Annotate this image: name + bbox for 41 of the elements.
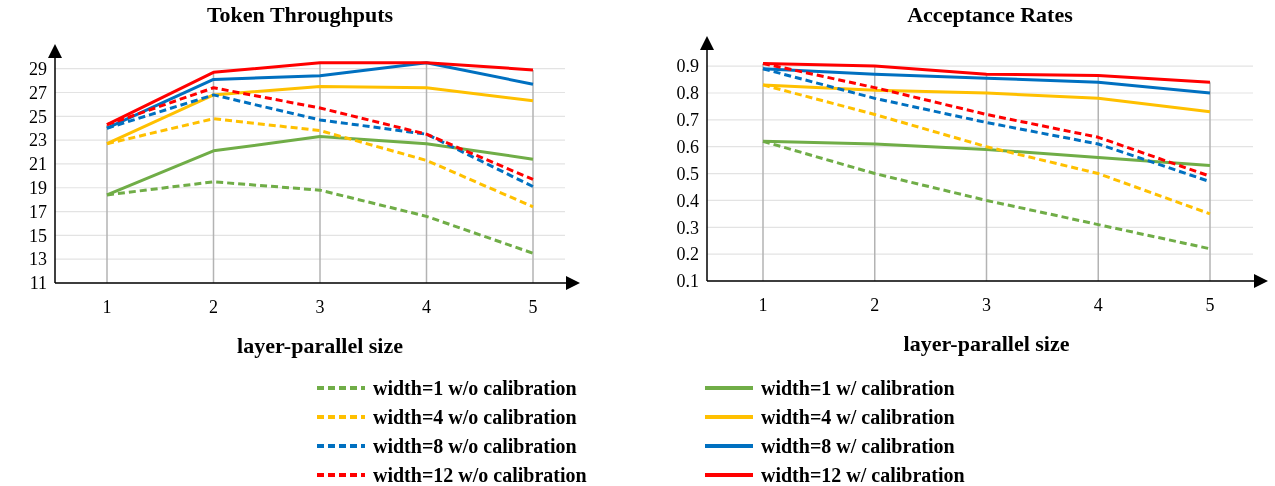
x-tick-label: 5 [1205,295,1215,315]
y-tick-label: 25 [29,106,47,127]
y-tick-label: 13 [29,249,47,270]
legend-label: width=12 w/o calibration [373,464,587,486]
legend-label: width=8 w/o calibration [373,435,577,457]
y-tick-label: 0.7 [676,110,699,131]
y-tick-label: 15 [29,225,47,246]
y-tick-label: 0.5 [676,163,699,184]
y-tick-label: 17 [29,201,47,222]
y-tick-label: 23 [29,130,47,151]
y-tick-label: 0.6 [676,137,699,157]
legend-label: width=1 w/ calibration [761,377,955,399]
legend-label: width=8 w/ calibration [761,435,955,457]
legend-label: width=4 w/o calibration [373,406,577,428]
x-axis-title: layer-parallel size [903,331,1070,356]
y-tick-label: 0.4 [676,190,699,211]
x-tick-label: 1 [758,295,768,315]
x-tick-label: 2 [209,297,218,317]
x-tick-label: 3 [982,295,991,315]
legend-label: width=4 w/ calibration [761,406,955,428]
y-tick-label: 0.8 [676,83,699,104]
x-axis-title: layer-parallel size [237,333,404,358]
x-tick-label: 3 [315,297,325,317]
y-tick-label: 19 [29,178,47,199]
y-tick-label: 0.9 [676,56,699,77]
legend-label: width=12 w/ calibration [761,464,965,486]
y-tick-label: 21 [29,154,47,175]
x-tick-label: 4 [422,297,431,317]
x-tick-label: 2 [870,295,880,315]
chart-title: Token Throughputs [206,2,394,27]
x-tick-label: 1 [102,297,112,317]
x-tick-label: 4 [1093,295,1103,315]
legend-label: width=1 w/o calibration [373,377,577,399]
x-tick-label: 5 [528,297,538,317]
y-tick-label: 0.3 [676,217,699,238]
y-tick-label: 0.1 [676,271,699,292]
y-tick-label: 0.2 [676,244,699,265]
y-tick-label: 11 [29,273,47,294]
chart-title: Acceptance Rates [907,2,1074,27]
y-tick-label: 29 [29,59,47,80]
y-tick-label: 27 [29,82,47,103]
